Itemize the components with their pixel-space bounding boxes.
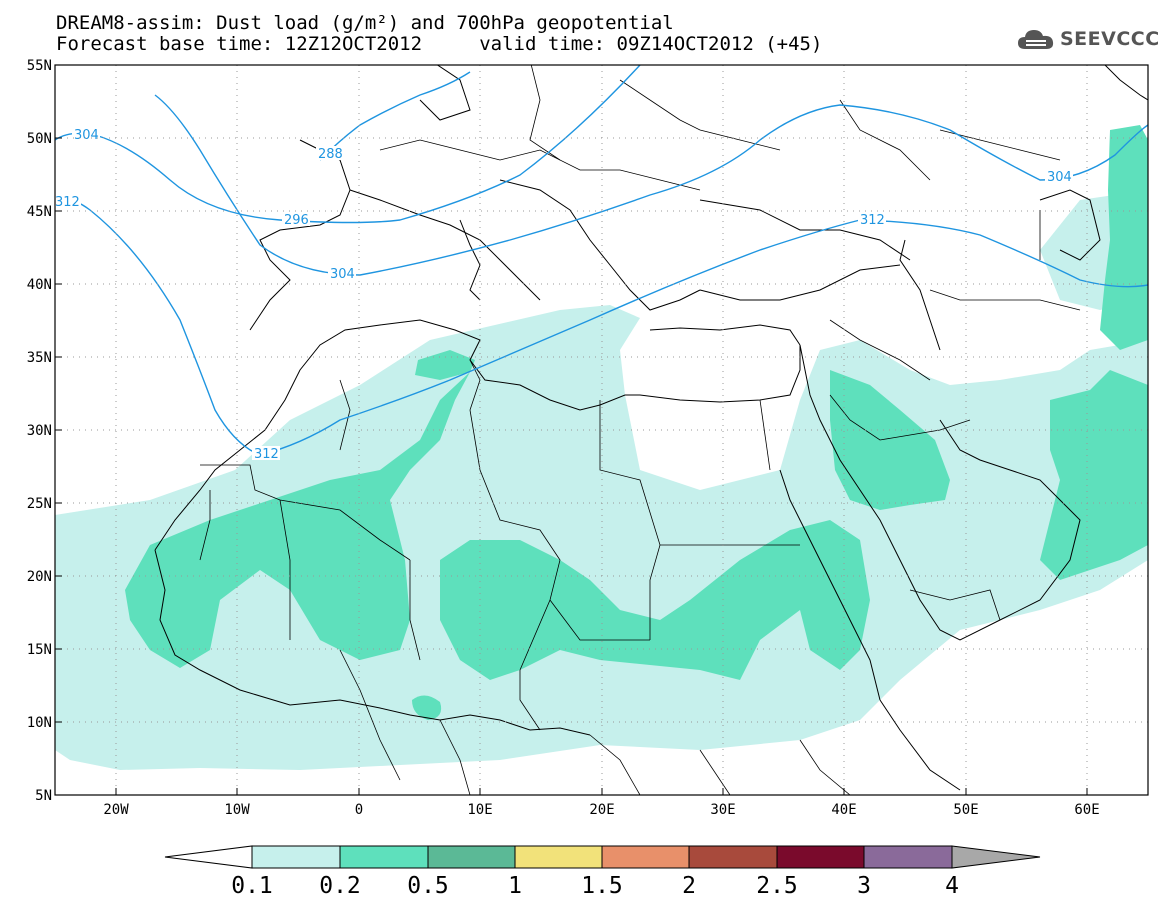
svg-text:312: 312 — [55, 195, 80, 210]
coastlines — [154, 65, 1148, 791]
lon-label: 0 — [355, 802, 363, 818]
lon-label: 10W — [224, 802, 250, 818]
lon-label: 60E — [1074, 802, 1099, 818]
colorbar-box — [427, 845, 516, 869]
colorbar-below-arrow — [164, 845, 253, 869]
lat-label: 20N — [27, 569, 52, 585]
lat-label: 25N — [27, 496, 52, 512]
lat-label: 30N — [27, 423, 52, 439]
longitude-labels: 20W 10W 0 10E 20E 30E 40E 50E 60E — [103, 802, 1099, 818]
colorbar-box — [863, 845, 953, 869]
logo-text: SEEVCCC — [1060, 28, 1160, 50]
colorbar-box — [514, 845, 603, 869]
colorbar-box — [776, 845, 865, 869]
latitude-labels: 55N 50N 45N 40N 35N 30N 25N 20N 15N 10N … — [27, 58, 52, 804]
colorbar-label: 0.1 — [231, 873, 273, 899]
lon-label: 20E — [589, 802, 614, 818]
map-title: DREAM8-assim: Dust load (g/m²) and 700hP… — [56, 12, 674, 34]
lat-label: 5N — [35, 788, 52, 804]
colorbar-label: 2 — [682, 873, 696, 899]
lon-label: 20W — [103, 802, 129, 818]
lat-label: 45N — [27, 204, 52, 220]
colorbar-label: 3 — [857, 873, 871, 899]
graticule — [55, 65, 1148, 795]
forecast-times: Forecast base time: 12Z12OCT2012 valid t… — [56, 33, 823, 55]
colorbar-box — [339, 845, 429, 869]
colorbar-label: 2.5 — [756, 873, 798, 899]
dust-region-medium — [125, 125, 1148, 720]
lon-label: 50E — [953, 802, 978, 818]
lat-label: 15N — [27, 642, 52, 658]
colorbar-box — [601, 845, 690, 869]
colorbar — [164, 845, 1041, 869]
lon-label: 40E — [831, 802, 856, 818]
svg-text:288: 288 — [318, 147, 343, 162]
svg-text:312: 312 — [860, 213, 885, 228]
lat-label: 35N — [27, 350, 52, 366]
lat-label: 10N — [27, 715, 52, 731]
contour-labels: 304 312 296 288 304 304 312 312 — [53, 127, 1073, 462]
colorbar-label: 1 — [508, 873, 522, 899]
lon-label: 10E — [467, 802, 492, 818]
lat-label: 55N — [27, 58, 52, 74]
colorbar-box — [688, 845, 778, 869]
svg-text:296: 296 — [284, 213, 309, 228]
colorbar-label: 1.5 — [581, 873, 623, 899]
colorbar-label: 0.2 — [319, 873, 361, 899]
colorbar-box — [251, 845, 341, 869]
colorbar-above-arrow — [951, 845, 1041, 869]
lat-label: 40N — [27, 277, 52, 293]
svg-text:312: 312 — [254, 447, 279, 462]
colorbar-labels: 0.1 0.2 0.5 1 1.5 2 2.5 3 4 — [231, 873, 959, 899]
colorbar-label: 4 — [945, 873, 959, 899]
country-borders — [199, 65, 1081, 795]
lon-label: 30E — [710, 802, 735, 818]
svg-text:304: 304 — [74, 128, 99, 143]
lat-label: 50N — [27, 131, 52, 147]
svg-text:304: 304 — [1047, 170, 1072, 185]
cloud-icon — [1018, 30, 1054, 49]
colorbar-label: 0.5 — [407, 873, 449, 899]
seevccc-logo: SEEVCCC — [1016, 24, 1160, 54]
svg-text:304: 304 — [330, 267, 355, 282]
